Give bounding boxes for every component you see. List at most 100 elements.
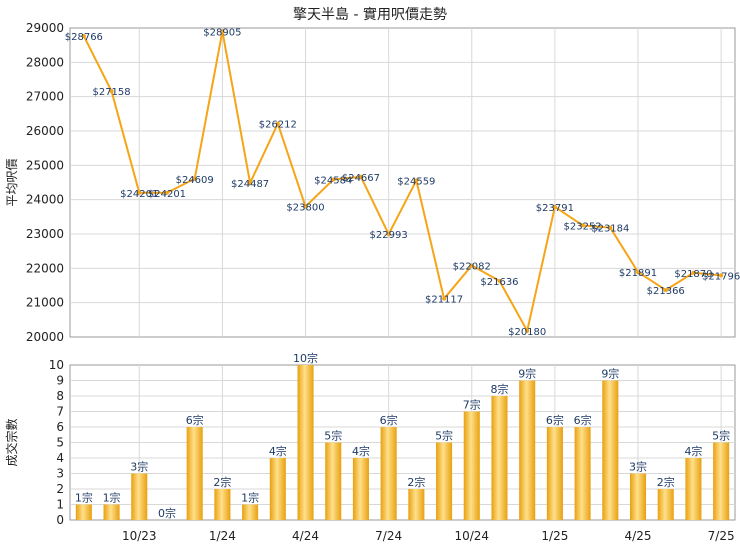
volume-data-label: 4宗 xyxy=(352,444,370,458)
x-tick-label: 1/25 xyxy=(541,529,568,543)
volume-bar xyxy=(75,504,92,520)
price-point xyxy=(386,232,391,237)
line-y-tick-label: 23000 xyxy=(26,227,64,241)
price-point xyxy=(137,190,142,195)
volume-bar xyxy=(408,489,425,520)
volume-bar xyxy=(491,396,508,520)
bar-y-tick-label: 9 xyxy=(56,374,64,388)
volume-data-label: 3宗 xyxy=(629,460,647,474)
volume-bar xyxy=(186,427,203,520)
price-data-label: $24559 xyxy=(397,176,435,187)
price-point xyxy=(303,204,308,209)
price-data-label: $27158 xyxy=(92,87,130,98)
x-tick-label: 4/24 xyxy=(292,529,319,543)
price-data-label: $24201 xyxy=(148,189,186,200)
price-data-label: $24609 xyxy=(176,175,214,186)
volume-data-label: 5宗 xyxy=(435,429,453,443)
x-tick-label: 4/25 xyxy=(625,529,652,543)
volume-bar xyxy=(242,504,259,520)
bar-y-tick-label: 6 xyxy=(56,420,64,434)
bar-y-tick-label: 7 xyxy=(56,405,64,419)
volume-bar xyxy=(214,489,231,520)
price-data-label: $22082 xyxy=(453,262,491,273)
volume-data-label: 1宗 xyxy=(103,491,121,505)
x-tick-label: 10/24 xyxy=(454,529,489,543)
price-point xyxy=(358,174,363,179)
price-point xyxy=(192,176,197,181)
volume-data-label: 5宗 xyxy=(712,429,730,443)
volume-bar xyxy=(325,442,342,520)
price-data-label: $21796 xyxy=(702,271,740,282)
line-y-tick-label: 29000 xyxy=(26,21,64,35)
line-y-tick-label: 28000 xyxy=(26,55,64,69)
volume-data-label: 8宗 xyxy=(490,382,508,396)
price-data-label: $20180 xyxy=(508,327,546,338)
volume-bar xyxy=(685,458,702,520)
price-data-label: $21636 xyxy=(480,277,518,288)
price-point xyxy=(331,177,336,182)
price-point xyxy=(275,121,280,126)
volume-data-label: 7宗 xyxy=(463,398,481,412)
line-plot-area xyxy=(69,27,736,338)
bar-y-tick-label: 1 xyxy=(56,498,64,512)
volume-data-label: 6宗 xyxy=(186,413,204,427)
chart-title: 擎天半島 - 實用呎價走勢 xyxy=(293,7,447,23)
volume-bar xyxy=(657,489,674,520)
volume-bar xyxy=(380,427,397,520)
volume-data-label: 2宗 xyxy=(407,475,425,489)
volume-bar xyxy=(297,365,314,520)
volume-data-label: 6宗 xyxy=(574,413,592,427)
price-data-label: $24201 xyxy=(120,189,158,200)
price-point xyxy=(663,288,668,293)
line-y-tick-label: 25000 xyxy=(26,158,64,172)
volume-bar xyxy=(103,504,120,520)
volume-data-label: 4宗 xyxy=(684,444,702,458)
volume-bar xyxy=(131,473,148,520)
price-point xyxy=(497,278,502,283)
volume-data-label: 6宗 xyxy=(546,413,564,427)
bar-y-tick-label: 3 xyxy=(56,467,64,481)
bar-y-tick-label: 0 xyxy=(56,513,64,527)
bar-y-axis-label: 成交宗數 xyxy=(4,418,19,466)
price-point xyxy=(608,225,613,230)
volume-bar xyxy=(352,458,369,520)
bar-y-tick-label: 5 xyxy=(56,436,64,450)
line-y-tick-label: 27000 xyxy=(26,90,64,104)
line-y-tick-label: 21000 xyxy=(26,296,64,310)
volume-bar xyxy=(463,411,480,520)
bar-y-tick-label: 2 xyxy=(56,482,64,496)
volume-data-label: 1宗 xyxy=(75,491,93,505)
volume-data-label: 0宗 xyxy=(158,506,176,520)
price-point xyxy=(525,328,530,333)
volume-bar xyxy=(602,380,619,520)
bar-y-tick-label: 8 xyxy=(56,389,64,403)
volume-data-label: 6宗 xyxy=(380,413,398,427)
price-point xyxy=(469,263,474,268)
x-tick-label: 10/23 xyxy=(122,529,157,543)
volume-bar xyxy=(546,427,563,520)
volume-data-label: 3宗 xyxy=(130,460,148,474)
price-data-label: $23800 xyxy=(286,203,324,214)
price-point xyxy=(719,273,724,278)
volume-data-label: 10宗 xyxy=(293,351,318,365)
volume-bar xyxy=(436,442,453,520)
price-point xyxy=(691,270,696,275)
price-series-line xyxy=(82,31,722,334)
price-point xyxy=(636,270,641,275)
volume-data-label: 9宗 xyxy=(518,367,536,381)
price-point xyxy=(81,34,86,39)
price-point xyxy=(552,204,557,209)
volume-bar xyxy=(713,442,730,520)
price-data-label: $21117 xyxy=(425,295,463,306)
price-point xyxy=(220,29,225,34)
volume-data-label: 2宗 xyxy=(213,475,231,489)
line-y-tick-label: 20000 xyxy=(26,330,64,344)
price-data-label: $23184 xyxy=(591,224,629,235)
volume-bar xyxy=(574,427,591,520)
price-data-label: $24584 xyxy=(314,176,352,187)
line-y-tick-label: 26000 xyxy=(26,124,64,138)
price-data-label: $28905 xyxy=(203,27,241,38)
line-y-axis-label: 平均呎價 xyxy=(5,158,19,206)
price-data-label: $21891 xyxy=(619,268,657,279)
